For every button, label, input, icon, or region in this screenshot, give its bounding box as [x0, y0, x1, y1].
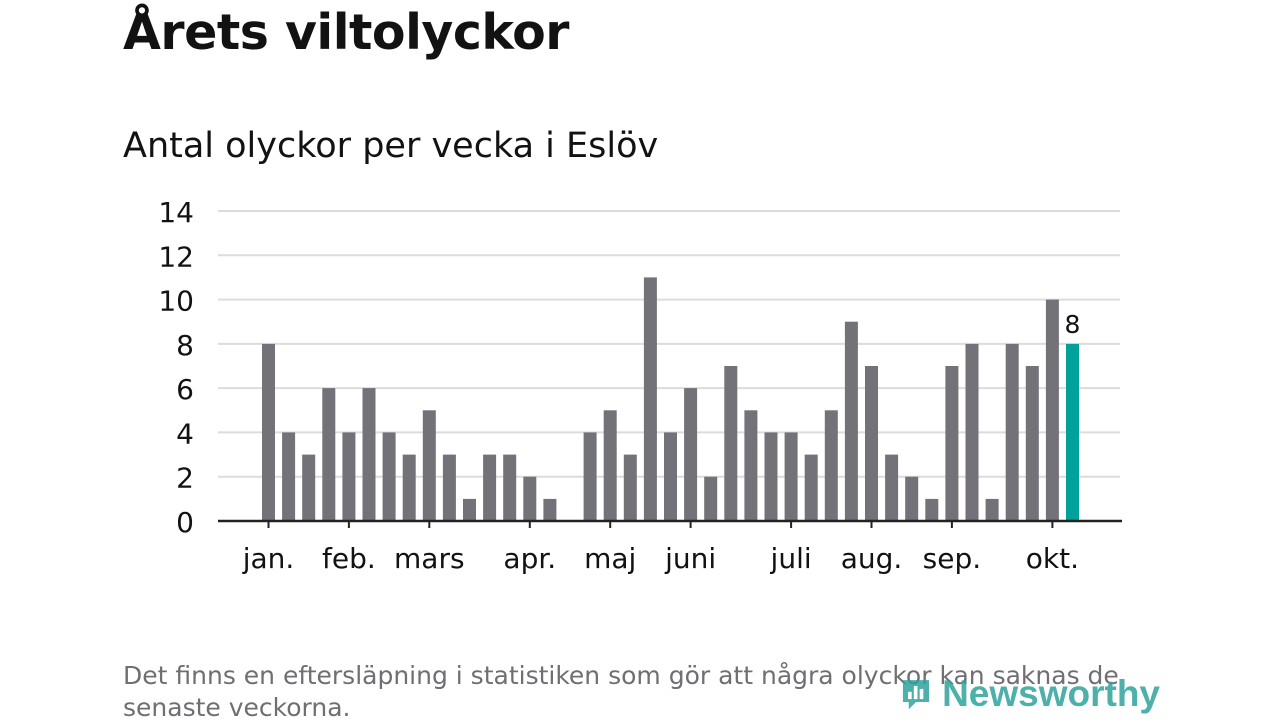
- bar: [704, 476, 718, 521]
- x-tick-label: jan.: [242, 542, 295, 575]
- bar: [945, 366, 959, 521]
- bar: [784, 432, 798, 521]
- bar: [684, 388, 698, 521]
- x-axis: jan. feb. mars apr. maj juni juli aug. sep. okt.: [218, 519, 1122, 575]
- bar: [824, 410, 838, 521]
- bar: [643, 277, 657, 521]
- bar: [342, 432, 356, 521]
- bar: [664, 432, 677, 521]
- bar: [402, 454, 416, 521]
- y-tick-label: 8: [176, 329, 194, 362]
- bar: [382, 432, 396, 521]
- bar: [463, 498, 476, 521]
- y-tick-label: 12: [158, 240, 194, 273]
- y-axis-ticks: 0 2 4 6 8 10 12 14: [158, 196, 194, 539]
- bar: [1005, 343, 1019, 521]
- bar: [985, 498, 999, 521]
- bar: [262, 343, 275, 521]
- bar: [865, 366, 878, 521]
- bar: [623, 454, 637, 521]
- bar: [764, 432, 778, 521]
- highlight-value-label: 8: [1065, 310, 1081, 339]
- x-tick-label: okt.: [1026, 542, 1079, 575]
- bar: [804, 454, 818, 521]
- y-tick-label: 2: [176, 462, 194, 495]
- bar: [844, 321, 858, 521]
- bar-highlight: [1066, 343, 1079, 521]
- data-labels: 8: [1065, 310, 1081, 339]
- bar: [965, 343, 979, 521]
- y-tick-label: 4: [176, 417, 194, 450]
- x-tick-label: aug.: [841, 542, 903, 575]
- bars: [262, 277, 1079, 521]
- y-tick-label: 14: [158, 196, 194, 229]
- x-tick-label: mars: [394, 542, 465, 575]
- y-tick-label: 6: [176, 373, 194, 406]
- bar: [362, 388, 376, 521]
- bar: [744, 410, 758, 521]
- bar: [503, 454, 517, 521]
- bar: [724, 366, 738, 521]
- newsworthy-logo[interactable]: Newsworthy: [900, 668, 1160, 720]
- footnote: Det finns en eftersläpning i statistiken…: [123, 661, 1119, 722]
- bar: [302, 454, 316, 521]
- bar: [905, 476, 919, 521]
- bar: [543, 498, 557, 521]
- bar: [442, 454, 456, 521]
- y-tick-label: 0: [176, 506, 194, 539]
- x-tick-label: juni: [664, 542, 716, 575]
- newsworthy-logo-text: Newsworthy: [942, 673, 1160, 714]
- x-tick-label: sep.: [923, 542, 982, 575]
- y-tick-label: 10: [158, 285, 194, 318]
- bar: [282, 432, 296, 521]
- bar: [322, 388, 336, 521]
- bar: [483, 454, 497, 521]
- bar: [583, 432, 597, 521]
- bar: [885, 454, 899, 521]
- bar: [1025, 366, 1039, 521]
- bar: [603, 410, 617, 521]
- bar: [523, 476, 537, 521]
- bar: [422, 410, 436, 521]
- x-tick-label: juli: [770, 542, 812, 575]
- chart-subtitle: Antal olyckor per vecka i Eslöv: [123, 126, 659, 166]
- x-tick-label: maj: [584, 542, 636, 575]
- x-tick-label: apr.: [503, 542, 556, 575]
- x-tick-label: feb.: [322, 542, 376, 575]
- newsworthy-logo-icon: [902, 680, 930, 710]
- chart-title: Årets viltolyckor: [123, 4, 569, 61]
- bar: [925, 498, 939, 521]
- bar: [1045, 299, 1059, 521]
